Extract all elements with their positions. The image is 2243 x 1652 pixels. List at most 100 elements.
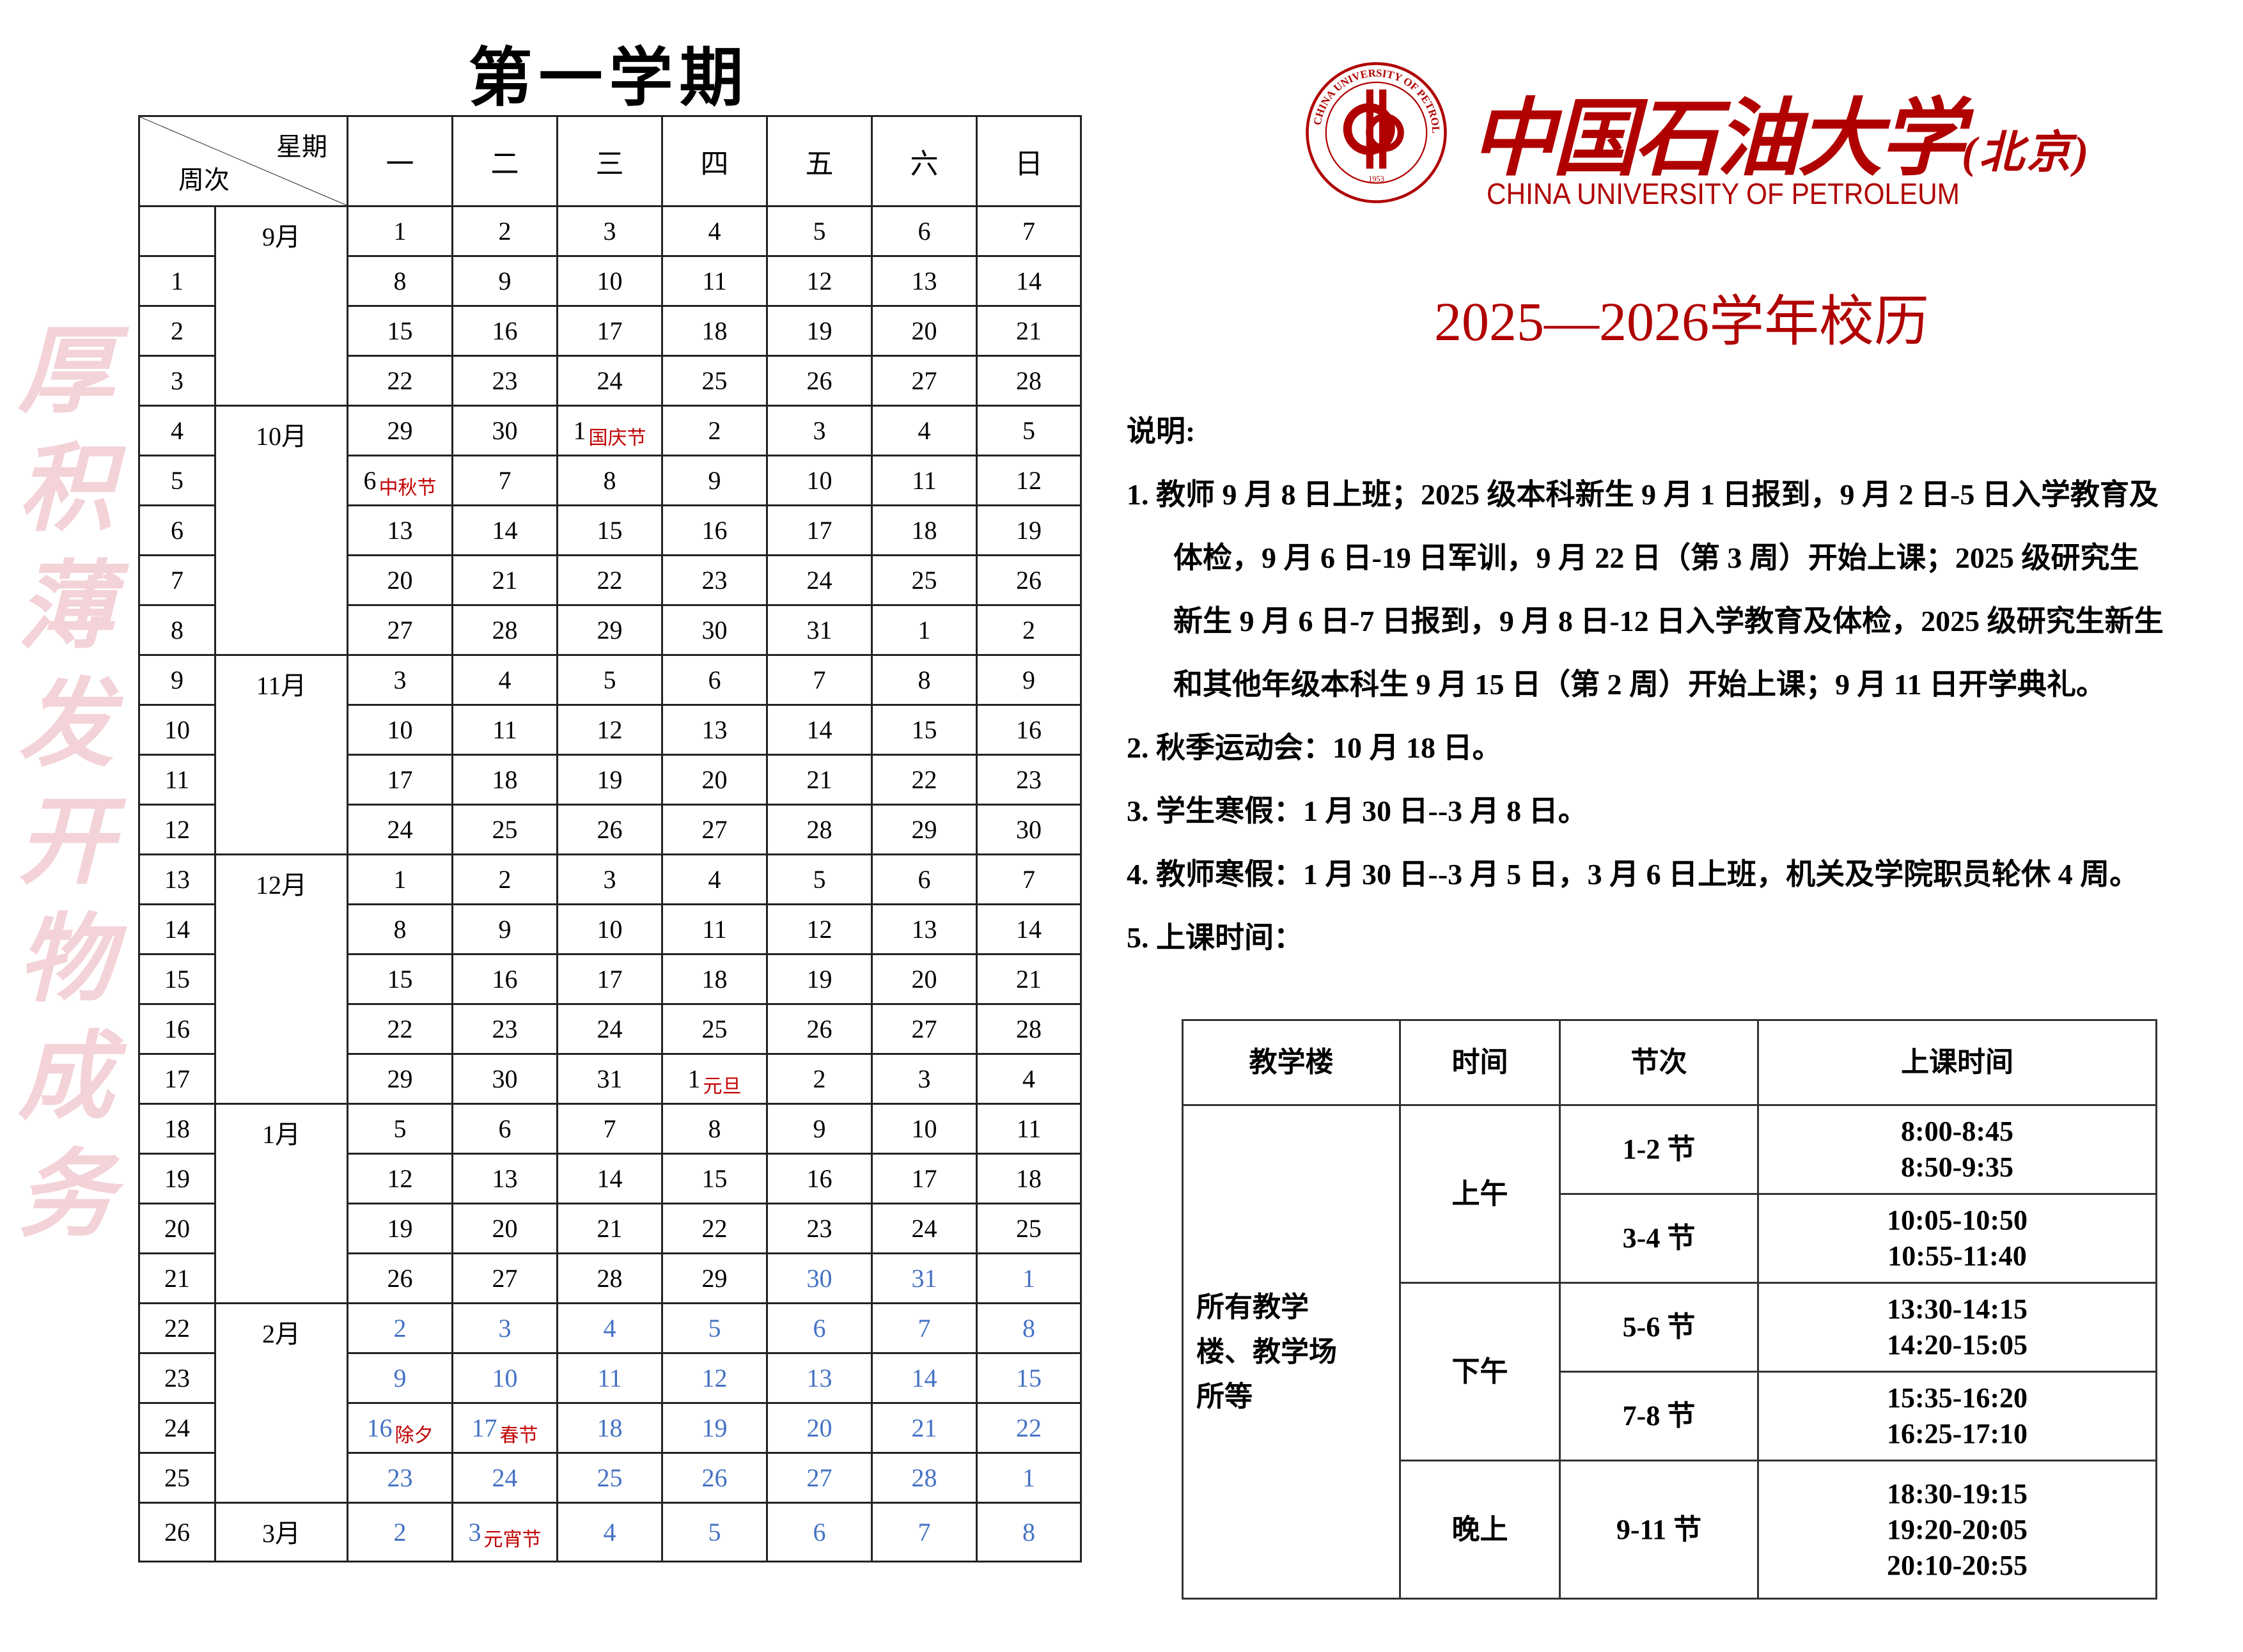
- note-line: 3. 学生寒假：1 月 30 日--3 月 8 日。: [1127, 795, 1588, 827]
- time-range: 8:50-9:35: [1901, 1151, 2013, 1183]
- day-cell: 3: [347, 654, 453, 706]
- day-number: 22: [1016, 1414, 1042, 1442]
- day-number: 5: [813, 865, 826, 894]
- motto-watermark: 厚积薄发 开物成务: [12, 313, 120, 1254]
- week-number: 4: [138, 405, 216, 456]
- day-number: 15: [387, 965, 413, 994]
- day-cell: 9: [347, 1352, 453, 1404]
- day-cell: 4: [451, 654, 558, 706]
- month-label: 3月: [214, 1502, 348, 1562]
- holiday-note: 除夕: [395, 1425, 434, 1446]
- day-cell: 4: [661, 205, 768, 257]
- time-range: 8:00-8:45: [1901, 1116, 2013, 1147]
- week-number: 12: [138, 804, 216, 855]
- weekday-header: 四: [661, 115, 768, 207]
- note-line: 5. 上课时间：: [1127, 921, 1303, 954]
- day-number: 20: [492, 1214, 518, 1243]
- week-number: 21: [138, 1252, 216, 1304]
- day-number: 18: [701, 316, 728, 345]
- day-number: 28: [492, 616, 518, 644]
- day-cell: 24: [556, 355, 663, 407]
- day-cell: 11: [661, 255, 768, 307]
- day-number: 27: [701, 815, 728, 844]
- week-number: 15: [138, 953, 216, 1005]
- day-number: 22: [701, 1214, 728, 1243]
- day-number: 27: [911, 1015, 937, 1043]
- weekday-header: 六: [871, 115, 978, 207]
- day-number: 8: [393, 267, 407, 295]
- day-cell: 16: [976, 704, 1082, 756]
- week-number: 24: [138, 1402, 216, 1454]
- day-number: 14: [1016, 267, 1042, 295]
- day-cell: 8: [556, 455, 663, 506]
- day-cell: 23: [661, 554, 768, 606]
- day-number: 6: [918, 217, 931, 245]
- day-cell: 22: [871, 754, 978, 806]
- calendar-week-row: 13 12月 1 2 3 4 5 6 7: [138, 853, 1082, 1105]
- day-number: 15: [911, 715, 937, 744]
- calendar-header-row: 星期 周次 一 二 三 四 五 六 日: [138, 115, 1082, 207]
- day-cell: 26: [347, 1252, 453, 1304]
- day-number: 1: [573, 416, 586, 445]
- day-cell: 2: [976, 604, 1082, 656]
- day-number: 22: [597, 566, 623, 595]
- time-range: 10:05-10:50: [1887, 1204, 2028, 1236]
- day-number: 2: [1022, 616, 1035, 644]
- day-number: 6: [498, 1114, 512, 1143]
- day-cell: 21: [766, 754, 873, 806]
- university-name-en: CHINA UNIVERSITY OF PETROLEUM: [1487, 177, 1960, 210]
- week-number: 23: [138, 1352, 216, 1404]
- week-number: 19: [138, 1153, 216, 1204]
- day-number: 2: [498, 865, 512, 894]
- day-number: 17: [911, 1164, 937, 1193]
- building-cell: 所有教学楼、教学场所等: [1182, 1104, 1401, 1600]
- day-cell: 8: [661, 1103, 768, 1155]
- holiday-note: 春节: [499, 1425, 538, 1446]
- day-number: 22: [911, 765, 937, 794]
- day-number: 10: [492, 1364, 518, 1392]
- day-cell: 30: [451, 1053, 558, 1105]
- day-cell: 27: [451, 1252, 558, 1304]
- day-cell: 1 国庆节: [556, 405, 663, 456]
- day-number: 7: [1022, 865, 1035, 894]
- day-number: 1: [1022, 1264, 1035, 1293]
- day-cell: 7: [556, 1103, 663, 1155]
- week-number: 13: [138, 853, 216, 905]
- time-range-cell: 15:35-16:20 16:25-17:10: [1757, 1371, 2157, 1461]
- day-cell: 11: [556, 1352, 663, 1404]
- day-number: 13: [806, 1364, 832, 1392]
- timetable-header: 上课时间: [1757, 1019, 2157, 1106]
- holiday-note: 中秋节: [379, 478, 437, 499]
- day-number: 1: [393, 865, 407, 894]
- day-number: 30: [701, 616, 728, 644]
- day-cell: 13: [871, 255, 978, 307]
- day-number: 14: [492, 516, 518, 545]
- day-number: 11: [702, 915, 727, 944]
- day-cell: 12: [661, 1352, 768, 1404]
- day-number: 16: [492, 316, 518, 345]
- university-name-campus: (北京): [1962, 129, 2091, 178]
- day-number: 13: [492, 1164, 518, 1193]
- day-number: 16: [1016, 715, 1042, 744]
- week-number: 22: [138, 1302, 216, 1354]
- day-cell: 14: [976, 255, 1082, 307]
- note-line: 和其他年级本科生 9 月 15 日（第 2 周）开始上课；9 月 11 日开学典…: [1173, 668, 2106, 701]
- day-cell: 9: [661, 455, 768, 506]
- day-cell: 15: [556, 504, 663, 556]
- weekday-header: 三: [556, 115, 663, 207]
- day-cell: 22: [556, 554, 663, 606]
- month-label: 2月: [214, 1302, 348, 1504]
- day-number: 11: [492, 715, 517, 744]
- week-number: 14: [138, 903, 216, 955]
- day-number: 23: [806, 1214, 832, 1243]
- day-number: 28: [911, 1463, 937, 1492]
- day-number: 8: [603, 466, 616, 495]
- day-cell: 17: [556, 305, 663, 357]
- time-range-cell: 18:30-19:15 19:20-20:05 20:10-20:55: [1757, 1460, 2157, 1600]
- day-number: 8: [918, 666, 931, 694]
- day-cell: 28: [871, 1452, 978, 1504]
- week-number: 17: [138, 1053, 216, 1105]
- day-number: 17: [471, 1414, 497, 1442]
- semester-calendar: 星期 周次 一 二 三 四 五 六 日 9月 1 2 3 4 5 6 7 1 8 9 10 11 12 13…: [138, 115, 1082, 1562]
- day-cell: 14: [871, 1352, 978, 1404]
